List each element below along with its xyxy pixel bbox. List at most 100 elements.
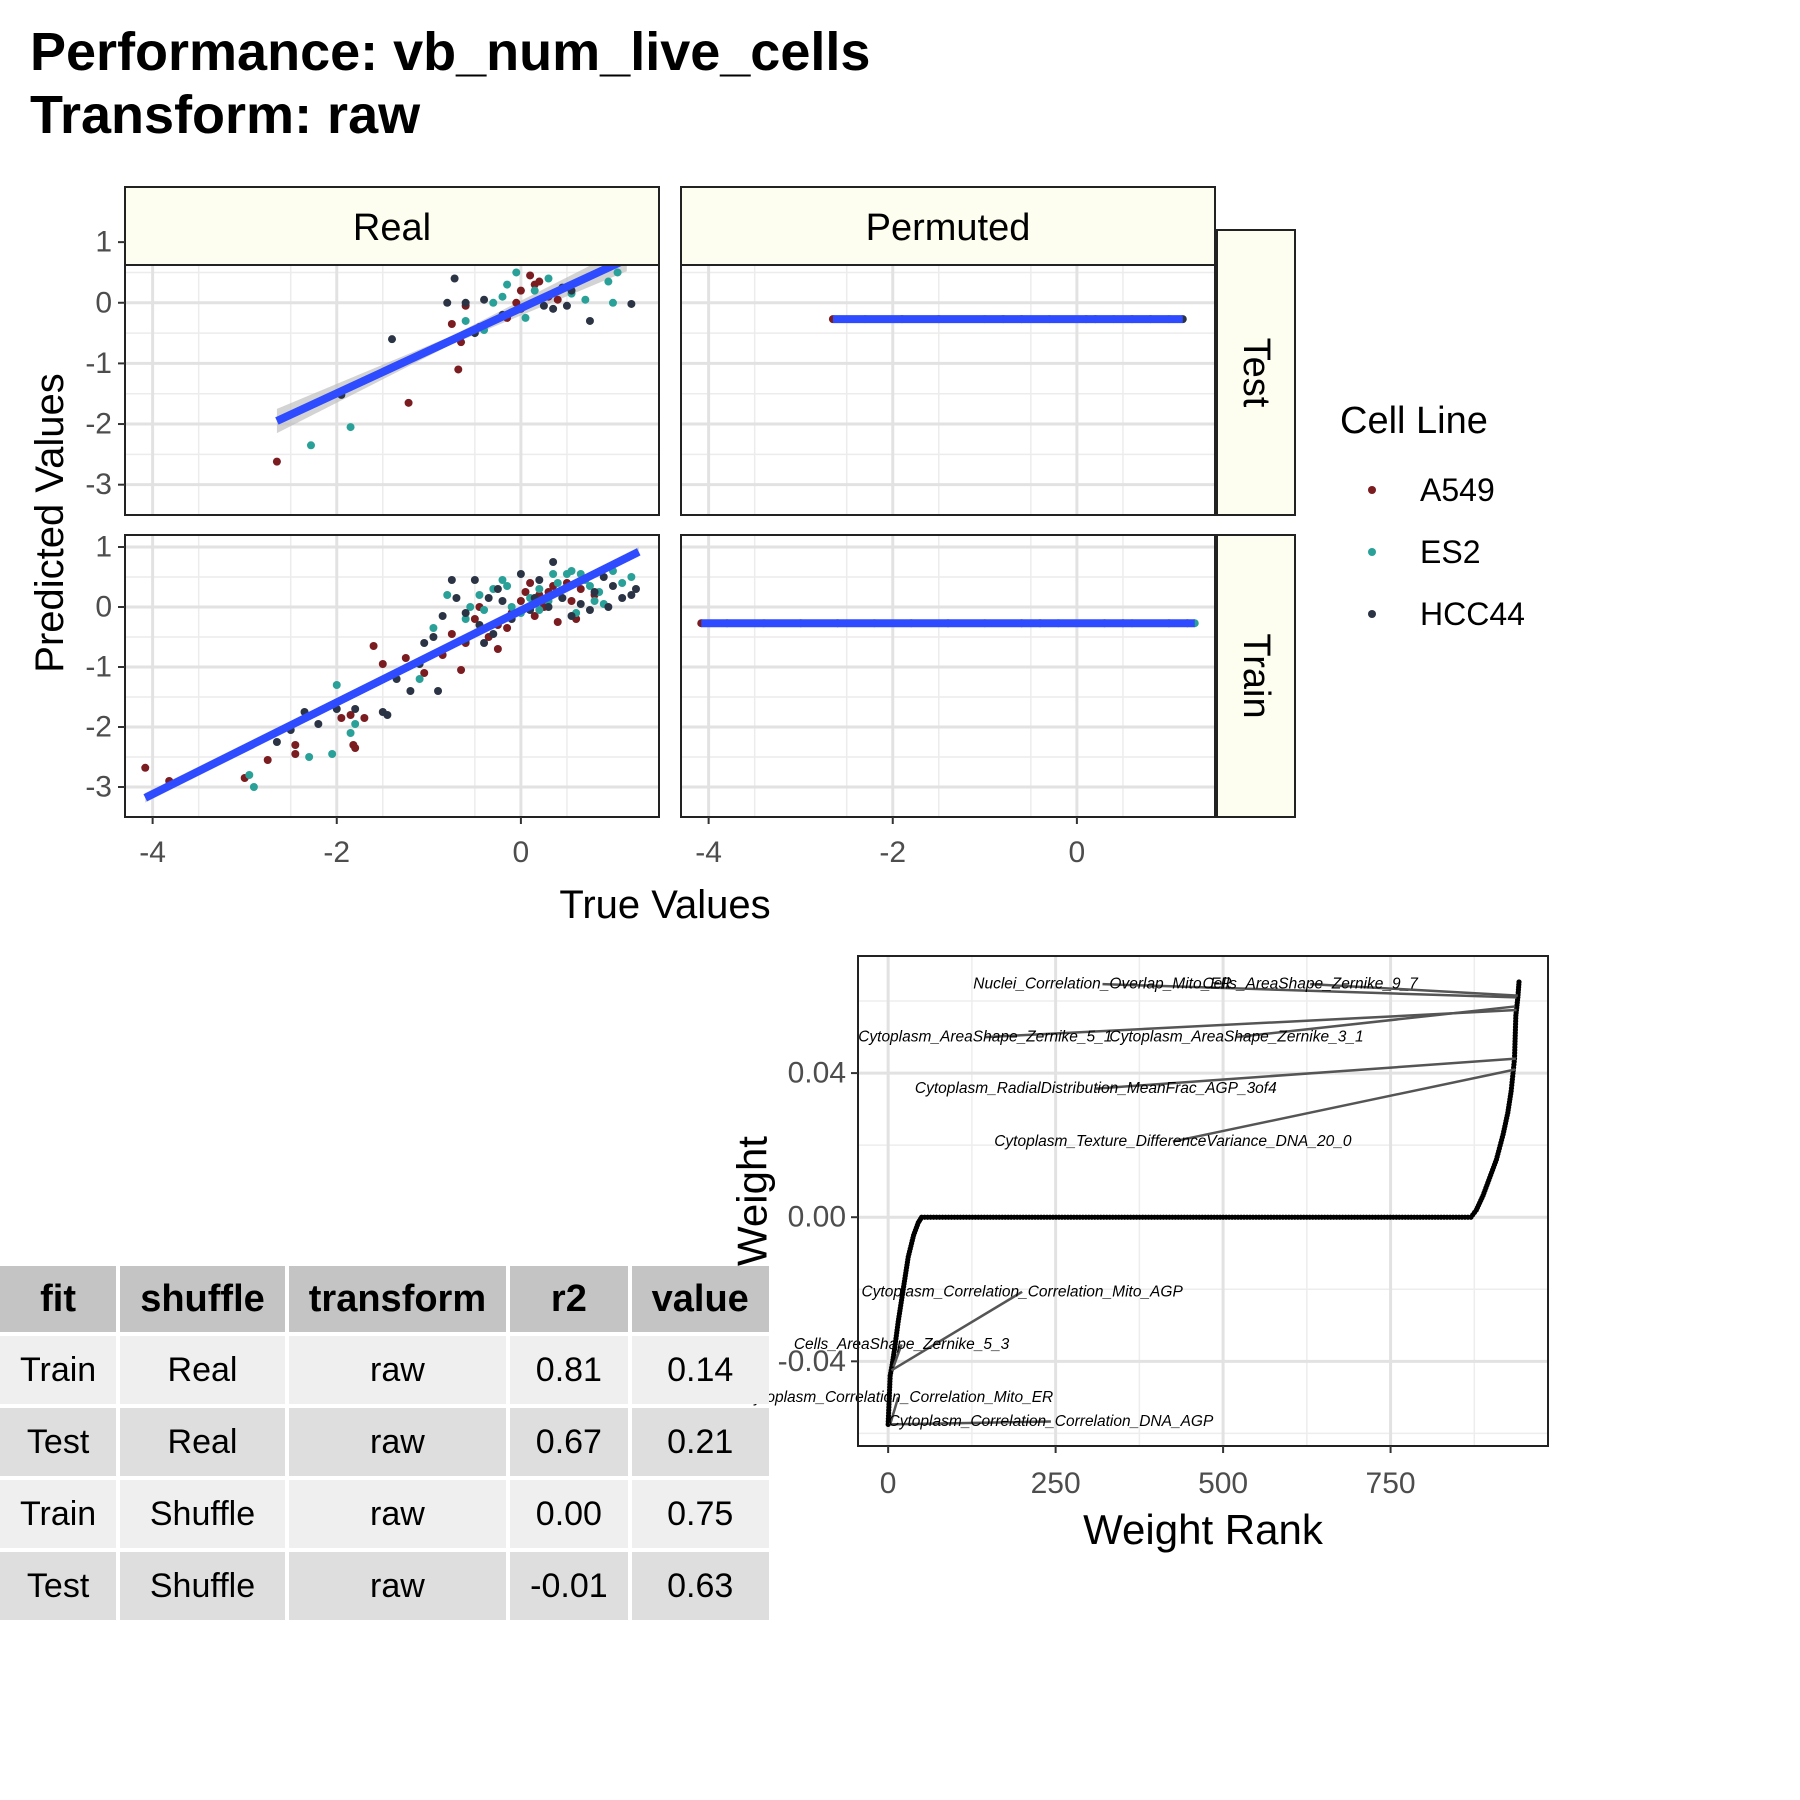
data-point-es2 <box>535 585 544 593</box>
data-point-es2 <box>245 771 254 779</box>
facet-panel-permuted-test <box>680 229 1216 516</box>
data-point-es2 <box>503 582 512 590</box>
y-tick-label: 1 <box>95 531 112 564</box>
table-cell: raw <box>288 1408 507 1476</box>
label-leader-line <box>1236 1005 1516 1039</box>
data-point-a549 <box>512 298 521 307</box>
label-leader-line <box>1102 982 1517 999</box>
data-point-a549 <box>401 654 410 662</box>
data-point-a549 <box>346 711 355 719</box>
table-cell: 0.63 <box>631 1552 769 1620</box>
x-tick-label: 0 <box>880 1467 897 1500</box>
data-point-hcc44 <box>443 298 452 307</box>
data-point-hcc44 <box>461 298 470 307</box>
table-cell: raw <box>288 1552 507 1620</box>
data-point-a549 <box>521 588 530 596</box>
data-point-a549 <box>141 763 150 772</box>
x-tick-label: 750 <box>1366 1467 1416 1500</box>
feature-label: Cytoplasm_Correlation_Correlation_Mito_A… <box>861 1283 1183 1300</box>
panel-border <box>680 534 1216 818</box>
data-point-es2 <box>627 573 636 581</box>
data-point-es2 <box>332 681 341 689</box>
data-point-hcc44 <box>434 687 443 695</box>
data-point-hcc44 <box>539 301 548 310</box>
data-point-es2 <box>346 423 355 432</box>
data-point-hcc44 <box>480 639 489 647</box>
data-point-a549 <box>263 756 272 764</box>
column-header: value <box>631 1266 769 1332</box>
data-point-hcc44 <box>314 720 323 728</box>
label-leader-line <box>985 1008 1517 1039</box>
y-tick-label: -2 <box>85 711 112 744</box>
facet-strip-label: Real <box>353 207 431 249</box>
table-header-row: fit shuffle transform r2 value <box>0 1266 769 1332</box>
weight-point <box>1516 979 1522 985</box>
data-point-a549 <box>272 457 281 466</box>
data-point-es2 <box>305 753 314 761</box>
data-point-a549 <box>369 642 378 650</box>
y-tick-label: -0.04 <box>778 1345 846 1378</box>
data-point-hcc44 <box>470 576 479 584</box>
data-point-hcc44 <box>567 612 576 620</box>
data-point-hcc44 <box>420 639 429 647</box>
x-tick-label: 500 <box>1198 1467 1248 1500</box>
data-point-a549 <box>337 714 346 722</box>
facet-strip-label: Test <box>1235 338 1277 408</box>
data-point-es2 <box>249 783 258 791</box>
panel-background <box>681 535 1215 817</box>
data-point-a549 <box>576 585 585 593</box>
data-point-a549 <box>503 624 512 632</box>
regression-line <box>275 255 629 425</box>
y-axis-label: Predicted Values <box>28 373 72 672</box>
data-point-hcc44 <box>549 558 558 566</box>
data-point-hcc44 <box>590 588 599 596</box>
label-leader-line <box>890 1420 1051 1426</box>
data-point-a549 <box>447 319 456 328</box>
data-point-hcc44 <box>406 687 415 695</box>
legend-title: Cell Line <box>1340 400 1488 442</box>
data-point-hcc44 <box>604 603 613 611</box>
data-point-es2 <box>535 606 544 614</box>
label-leader-line <box>890 1290 1023 1372</box>
data-point-es2 <box>521 313 530 322</box>
data-point-hcc44 <box>461 609 470 617</box>
feature-label: Cytoplasm_Texture_DifferenceVariance_DNA… <box>994 1133 1352 1150</box>
label-leader-line <box>892 1343 903 1368</box>
data-point-a549 <box>526 579 535 587</box>
panel-background <box>681 230 1215 515</box>
feature-label: Cells_AreaShape_Zernike_9_7 <box>1202 976 1419 993</box>
data-point-hcc44 <box>576 600 585 608</box>
data-point-es2 <box>306 441 315 450</box>
data-point-hcc44 <box>608 582 617 590</box>
data-point-hcc44 <box>388 335 396 344</box>
facet-strip-label: Train <box>1235 633 1277 718</box>
y-tick-label: 0 <box>95 591 112 624</box>
x-tick-label: -2 <box>323 836 350 869</box>
data-point-es2 <box>443 591 452 599</box>
data-point-hcc44 <box>272 738 281 746</box>
data-point-es2 <box>613 268 622 277</box>
y-tick-label: -1 <box>85 651 112 684</box>
data-point-hcc44 <box>452 594 461 602</box>
table-cell: Shuffle <box>120 1552 285 1620</box>
feature-label: Nuclei_Correlation_Overlap_Mito_ER <box>973 976 1231 993</box>
data-point-es2 <box>415 675 424 683</box>
column-header: shuffle <box>120 1266 285 1332</box>
data-point-a549 <box>291 741 300 749</box>
table-cell: Real <box>120 1336 285 1404</box>
table-cell: Test <box>0 1408 117 1476</box>
data-point-es2 <box>489 298 498 307</box>
legend-key-hcc44 <box>1368 610 1376 618</box>
performance-table: fit shuffle transform r2 value Train Real raw 0… <box>0 1262 773 1624</box>
data-point-es2 <box>618 579 627 587</box>
data-point-a549 <box>493 645 502 653</box>
column-header: r2 <box>510 1266 628 1332</box>
regression-line <box>143 548 641 802</box>
x-tick-label: 0 <box>1069 836 1086 869</box>
x-tick-label: 250 <box>1031 1467 1081 1500</box>
data-point-a549 <box>553 618 562 626</box>
data-point-hcc44 <box>351 705 360 713</box>
data-point-es2 <box>503 280 512 289</box>
facet-panel-permuted-train <box>680 534 1216 818</box>
data-point-es2 <box>604 277 613 286</box>
